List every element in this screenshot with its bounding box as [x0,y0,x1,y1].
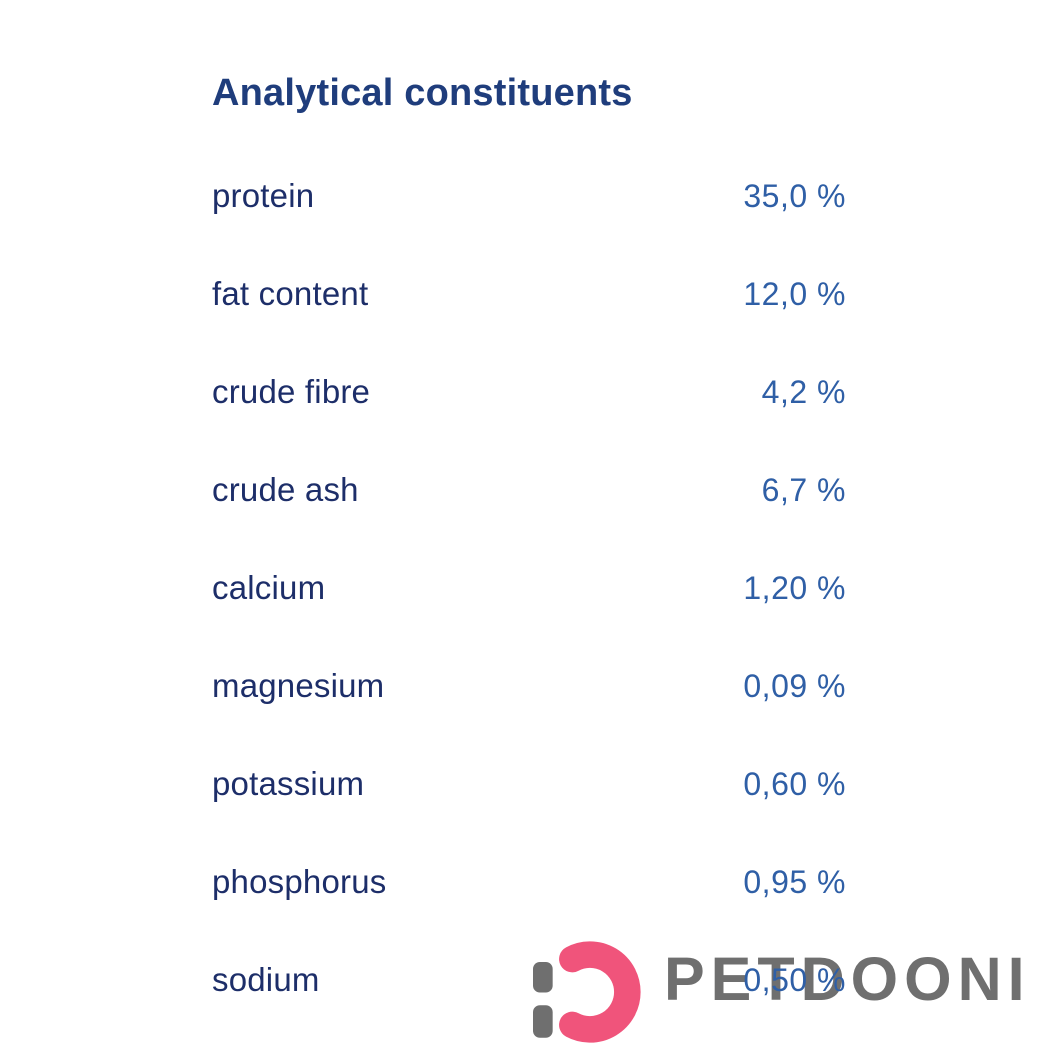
petdooni-watermark: PETDOONI [533,938,1043,1045]
nutrient-value: 35,0 % [743,177,846,214]
nutrient-label: crude ash [212,471,359,508]
table-row-protein: protein 35,0 % [212,147,846,245]
nutrient-label: protein [212,177,315,214]
nutrient-value: 6,7 % [761,471,846,508]
logo-colon-bottom-block [533,1005,553,1038]
nutrient-value: 0,60 % [743,765,846,802]
logo-pink-d-shape [559,941,641,1043]
table-row-fat-content: fat content 12,0 % [212,245,846,343]
analytical-constituents-table: protein 35,0 % fat content 12,0 % crude … [212,147,846,1029]
petdooni-logo-icon [533,941,641,1043]
nutrient-label: fat content [212,275,369,312]
nutrient-label: calcium [212,569,326,606]
nutrient-label: phosphorus [212,863,387,900]
table-row-magnesium: magnesium 0,09 % [212,637,846,735]
nutrient-value: 0,95 % [743,863,846,900]
nutrient-value: 0,09 % [743,667,846,704]
nutrient-label: crude fibre [212,373,371,410]
table-row-crude-ash: crude ash 6,7 % [212,441,846,539]
nutrient-value: 1,20 % [743,569,846,606]
table-row-phosphorus: phosphorus 0,95 % [212,833,846,931]
nutrient-value: 4,2 % [761,373,846,410]
table-row-sodium: sodium 0,50 % [212,931,846,1029]
nutrient-label: potassium [212,765,365,802]
nutrient-label: magnesium [212,667,385,704]
nutrient-value: 12,0 % [743,275,846,312]
nutrient-label: sodium [212,961,320,998]
page-title: Analytical constituents [212,72,633,115]
table-row-crude-fibre: crude fibre 4,2 % [212,343,846,441]
table-row-potassium: potassium 0,60 % [212,735,846,833]
table-row-calcium: calcium 1,20 % [212,539,846,637]
logo-colon-top-block [533,962,553,993]
nutrient-value: 0,50 % [743,961,846,998]
watermark-brand-text: PETDOONI [664,945,1031,1013]
